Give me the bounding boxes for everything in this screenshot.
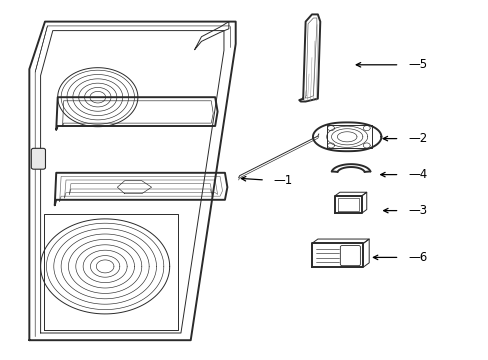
Text: —3: —3 — [407, 204, 427, 217]
Text: —2: —2 — [407, 132, 427, 145]
Text: —5: —5 — [407, 58, 427, 71]
Text: —4: —4 — [407, 168, 427, 181]
Text: —1: —1 — [273, 174, 292, 186]
Text: —6: —6 — [407, 251, 427, 264]
FancyBboxPatch shape — [31, 148, 45, 169]
